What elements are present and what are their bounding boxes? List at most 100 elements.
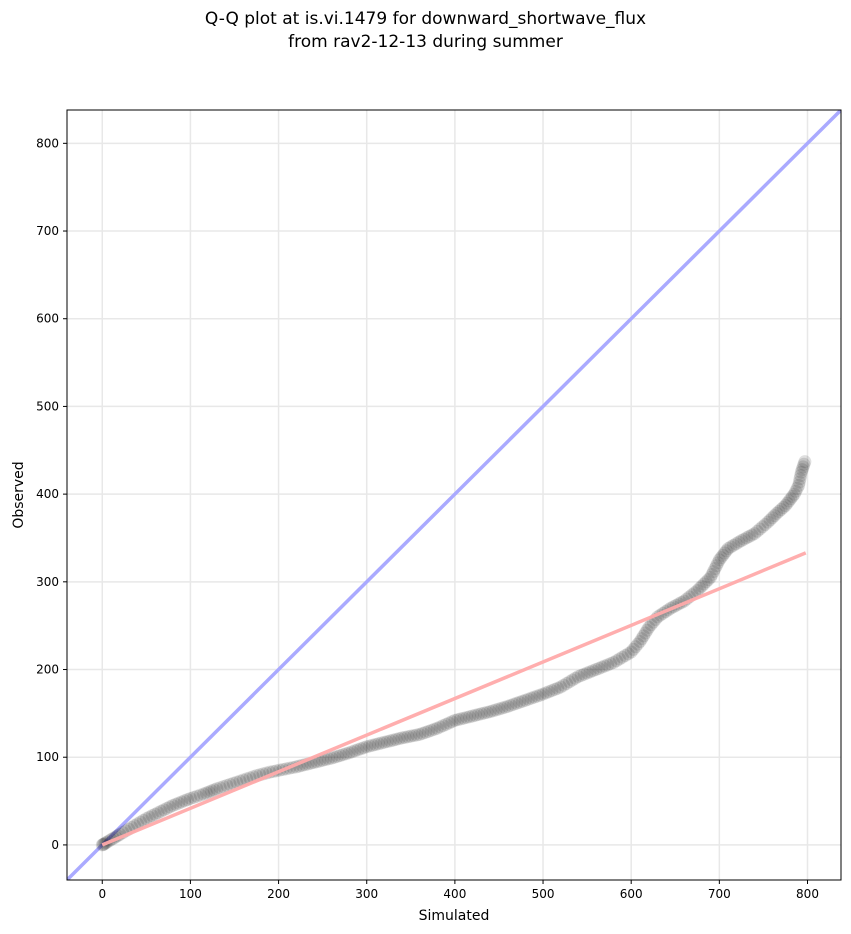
- data-point: [395, 731, 409, 745]
- data-point: [624, 645, 638, 659]
- data-point: [410, 728, 424, 742]
- data-point: [319, 753, 333, 767]
- data-point: [366, 738, 380, 752]
- data-point: [363, 739, 377, 753]
- data-point: [756, 520, 770, 534]
- data-point: [714, 551, 728, 565]
- data-point: [339, 747, 353, 761]
- data-point: [539, 686, 553, 700]
- data-point: [761, 515, 775, 529]
- data-point: [718, 546, 732, 560]
- data-point: [139, 812, 153, 826]
- data-point: [466, 709, 480, 723]
- data-point: [782, 494, 796, 508]
- data-point: [794, 468, 808, 482]
- data-point: [758, 517, 772, 531]
- fit-line: [101, 551, 807, 847]
- plot-frame: [66, 109, 842, 881]
- data-point: [468, 708, 482, 722]
- data-point: [732, 535, 746, 549]
- data-point: [784, 492, 798, 506]
- data-point: [492, 702, 506, 716]
- data-point: [583, 665, 597, 679]
- data-point: [133, 815, 147, 829]
- data-point: [460, 710, 474, 724]
- data-point: [699, 575, 713, 589]
- data-point: [190, 789, 204, 803]
- data-point: [767, 509, 781, 523]
- y-tick-label: 300: [36, 575, 59, 589]
- data-point: [763, 513, 777, 527]
- data-point: [709, 559, 723, 573]
- identity-line: [67, 110, 841, 880]
- data-point: [748, 527, 762, 541]
- x-tick-label: 700: [708, 887, 731, 901]
- data-point: [711, 556, 725, 570]
- data-point: [626, 642, 640, 656]
- data-point: [207, 783, 221, 797]
- data-point: [401, 730, 415, 744]
- data-point: [635, 632, 649, 646]
- data-point: [226, 776, 240, 790]
- data-point: [389, 732, 403, 746]
- data-point: [316, 753, 330, 767]
- data-point: [562, 675, 576, 689]
- x-tick-label: 500: [532, 887, 555, 901]
- data-point: [477, 706, 491, 720]
- data-point: [463, 710, 477, 724]
- data-point: [701, 573, 715, 587]
- data-point: [169, 797, 183, 811]
- data-point: [704, 570, 718, 584]
- data-point: [421, 724, 435, 738]
- data-point: [716, 548, 730, 562]
- data-point: [721, 541, 735, 555]
- data-point: [151, 806, 165, 820]
- data-point: [377, 735, 391, 749]
- x-tick-label: 0: [98, 887, 106, 901]
- data-point: [621, 647, 635, 661]
- data-point: [501, 699, 515, 713]
- data-point: [193, 788, 207, 802]
- data-point: [471, 708, 485, 722]
- data-point: [451, 713, 465, 727]
- data-point: [172, 796, 186, 810]
- data-point: [413, 727, 427, 741]
- x-tick-label: 600: [620, 887, 643, 901]
- data-point: [601, 658, 615, 672]
- data-point: [322, 752, 336, 766]
- data-point: [778, 499, 792, 513]
- data-point: [629, 640, 643, 654]
- data-point: [737, 532, 751, 546]
- data-point: [398, 730, 412, 744]
- data-point: [640, 623, 654, 637]
- data-point: [436, 719, 450, 733]
- chart-title: Q-Q plot at is.vi.1479 for downward_shor…: [0, 8, 851, 54]
- data-point: [551, 681, 565, 695]
- data-point: [175, 795, 189, 809]
- data-point: [445, 715, 459, 729]
- data-point: [693, 581, 707, 595]
- data-point: [612, 652, 626, 666]
- data-point: [430, 721, 444, 735]
- data-point: [416, 726, 430, 740]
- data-point: [789, 484, 803, 498]
- data-point: [357, 741, 371, 755]
- data-point: [796, 460, 810, 474]
- data-point: [333, 748, 347, 762]
- data-point: [407, 729, 421, 743]
- data-point: [697, 577, 711, 591]
- data-point: [336, 748, 350, 762]
- data-point: [154, 804, 168, 818]
- data-point: [527, 690, 541, 704]
- data-point: [433, 720, 447, 734]
- data-point: [729, 537, 743, 551]
- x-tick-label: 800: [796, 887, 819, 901]
- data-point: [448, 713, 462, 727]
- data-point: [719, 544, 733, 558]
- y-tick-label: 0: [51, 838, 59, 852]
- data-point: [342, 746, 356, 760]
- data-point: [427, 722, 441, 736]
- data-point: [324, 751, 338, 765]
- data-point: [483, 705, 497, 719]
- data-point: [776, 500, 790, 514]
